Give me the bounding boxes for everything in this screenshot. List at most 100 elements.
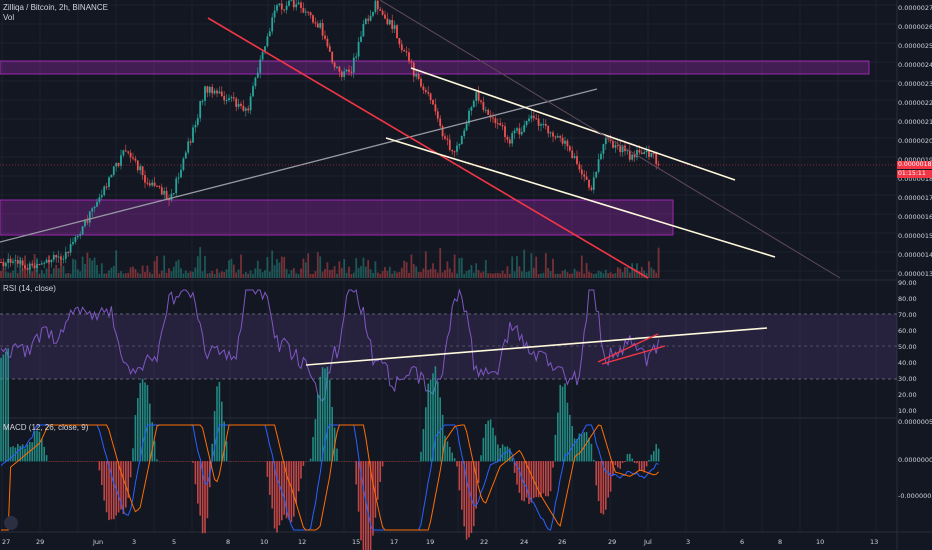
macd-hist-bar <box>456 461 458 467</box>
candle-body <box>60 256 62 260</box>
macd-hist-bar <box>259 461 261 462</box>
volume-bar <box>201 271 204 278</box>
candle-body <box>218 91 221 94</box>
volume-bar <box>357 267 360 278</box>
macd-hist-bar <box>302 461 305 466</box>
volume-bar <box>338 261 341 278</box>
macd-hist-bar <box>67 461 69 462</box>
candle-body <box>393 25 396 29</box>
macd-hist-bar <box>614 461 617 466</box>
macd-label[interactable]: MACD (12, 26, close, 9) <box>3 423 89 432</box>
volume-bar <box>652 269 655 278</box>
candle-body <box>57 256 60 258</box>
macd-hist-bar <box>331 406 333 462</box>
volume-bar <box>590 272 593 278</box>
macd-hist-bar <box>74 461 77 462</box>
volume-bar <box>213 273 216 278</box>
candlestick-series <box>0 0 660 274</box>
candle-body <box>7 258 10 263</box>
macd-hist-bar <box>511 457 513 462</box>
volume-bar <box>304 262 307 278</box>
candle-body <box>38 264 41 266</box>
macd-hist-bar <box>161 461 163 462</box>
macd-hist-bar <box>185 461 187 462</box>
volume-bar <box>199 247 202 278</box>
candle-body <box>655 153 658 165</box>
macd-hist-bar <box>271 461 273 509</box>
volume-bar <box>38 273 41 278</box>
macd-hist-bar <box>576 438 578 462</box>
candle-body <box>537 118 540 126</box>
volume-bar <box>189 271 192 278</box>
rsi-trendline[interactable] <box>305 327 768 366</box>
tradingview-logo-icon[interactable] <box>4 516 18 530</box>
volume-bar <box>559 273 562 278</box>
macd-hist-bar <box>521 461 523 501</box>
channel-bottom-line[interactable] <box>385 137 776 258</box>
macd-hist-bar <box>43 446 45 462</box>
candle-body <box>112 166 115 175</box>
candle-body <box>192 127 194 143</box>
candle-body <box>242 105 245 111</box>
candle-body <box>540 124 542 126</box>
volume-bar <box>480 272 482 278</box>
volume-bar <box>218 272 221 278</box>
candle-body <box>583 174 586 177</box>
macd-hist-bar <box>638 461 641 472</box>
demand-zone-lower[interactable] <box>0 199 674 236</box>
macd-hist-bar <box>139 382 141 462</box>
candle-body <box>21 260 24 266</box>
volume-bar <box>424 251 427 278</box>
candle-body <box>64 251 67 259</box>
volume-bar <box>448 268 451 278</box>
volume-bar <box>86 252 89 278</box>
volume-bar <box>564 269 566 278</box>
candle-body <box>506 137 509 140</box>
candle-body <box>566 140 569 147</box>
candle-body <box>288 0 290 6</box>
candle-body <box>232 97 235 99</box>
rsi-red-line-2[interactable] <box>601 345 666 365</box>
volume-bar <box>520 271 523 278</box>
candle-body <box>369 15 372 21</box>
macd-hist-bar <box>235 461 237 462</box>
channel-top-line[interactable] <box>410 67 736 181</box>
macd-hist-bar <box>559 384 561 462</box>
macd-hist-bar <box>110 461 113 520</box>
volume-bar <box>331 269 334 278</box>
candle-body <box>256 72 259 78</box>
volume-bar <box>180 268 182 278</box>
red-trendline[interactable] <box>207 17 649 279</box>
macd-hist-bar <box>386 461 389 462</box>
candle-body <box>196 118 199 125</box>
macd-hist-bar <box>261 461 264 462</box>
macd-hist-bar <box>405 461 408 462</box>
macd-hist-bar <box>206 461 209 519</box>
candle-body <box>259 59 262 73</box>
macd-hist-bar <box>189 461 192 462</box>
macd-hist-bar <box>571 426 573 462</box>
volume-bar <box>302 258 305 278</box>
macd-hist-bar <box>653 451 655 462</box>
rsi-red-line-1[interactable] <box>597 333 659 363</box>
candle-body <box>571 150 574 158</box>
macd-hist-bar <box>477 461 480 483</box>
volume-bar <box>232 264 235 278</box>
candle-body <box>292 0 295 8</box>
volume-bar <box>309 273 312 278</box>
volume-bar <box>266 257 269 278</box>
volume-bar <box>465 271 468 278</box>
volume-bar <box>290 270 293 278</box>
volume-bar <box>120 271 122 278</box>
supply-zone-upper[interactable] <box>0 60 870 75</box>
gray-trendline[interactable] <box>0 88 598 243</box>
macd-hist-bar <box>542 461 545 494</box>
macd-hist-bar <box>602 461 605 515</box>
drawn-trendlines <box>0 0 897 279</box>
rsi-label[interactable]: RSI (14, close) <box>3 284 56 293</box>
macd-hist-bar <box>314 419 317 462</box>
macd-hist-bar <box>221 401 223 462</box>
symbol-title[interactable]: Zilliqa / Bitcoin, 2h, BINANCE <box>3 3 108 12</box>
